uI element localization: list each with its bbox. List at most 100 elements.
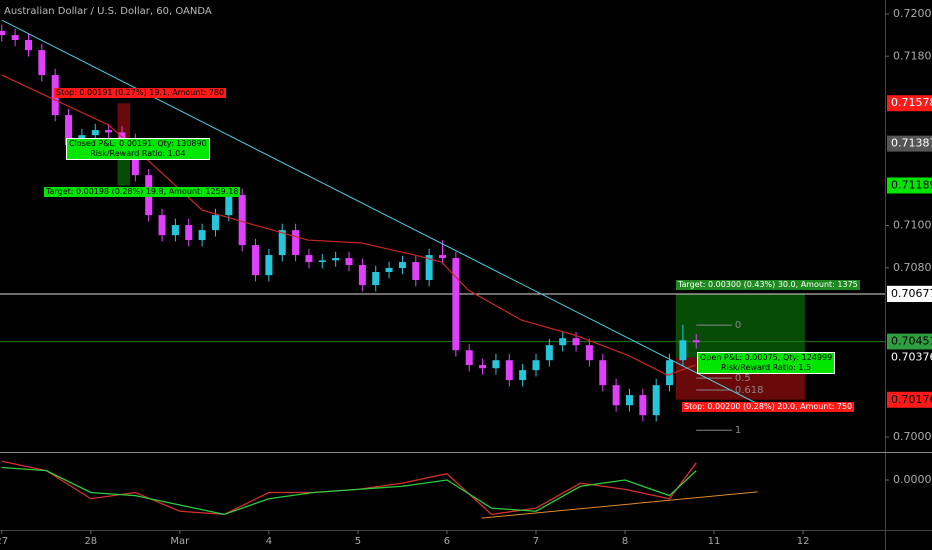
candle-body bbox=[639, 395, 647, 416]
x-tick-label: 4 bbox=[266, 536, 272, 547]
annotation: Closed P&L: 0.00191, Qty: 130890 bbox=[69, 139, 207, 148]
x-tick-label: 8 bbox=[622, 536, 628, 547]
candle-body bbox=[105, 130, 113, 133]
price-label-bg bbox=[887, 177, 932, 194]
candle-body bbox=[91, 130, 99, 136]
price-label-bg bbox=[887, 391, 932, 408]
candle-body bbox=[252, 245, 260, 276]
candle-body bbox=[358, 265, 366, 286]
candle-body bbox=[278, 230, 286, 256]
candle-body bbox=[332, 258, 340, 261]
x-tick-label: 6 bbox=[444, 536, 450, 547]
price-label-bg bbox=[887, 285, 932, 302]
candle-body bbox=[11, 35, 19, 40]
candle-body bbox=[492, 360, 500, 369]
candle-body bbox=[65, 115, 73, 146]
candle-body bbox=[198, 230, 206, 241]
annotation: Stop: 0.00191 (0.27%) 19.1, Amount: 780 bbox=[54, 88, 227, 98]
candle-body bbox=[679, 340, 687, 361]
price-label: 0.71578 bbox=[891, 96, 932, 109]
x-tick-label: 12 bbox=[797, 536, 810, 547]
fib-label: 1 bbox=[735, 425, 741, 436]
candle-body bbox=[452, 258, 460, 351]
chart-title: Australian Dollar / U.S. Dollar, 60, OAN… bbox=[4, 6, 212, 17]
candle-body bbox=[439, 255, 446, 259]
price-label-bg bbox=[887, 349, 932, 366]
candle-body bbox=[171, 225, 179, 236]
price-label-bg bbox=[887, 333, 932, 350]
candle-body bbox=[572, 338, 580, 346]
candle-body bbox=[545, 345, 553, 361]
oscillator-trend-line bbox=[481, 491, 758, 519]
fib-label: 0 bbox=[735, 320, 741, 331]
candle-body bbox=[225, 195, 233, 216]
price-label: 0.71189 bbox=[891, 178, 932, 191]
candle-body bbox=[652, 385, 660, 416]
candle-body bbox=[24, 39, 32, 51]
trend-line bbox=[1, 19, 761, 406]
price-label-bg bbox=[887, 135, 932, 152]
x-tick-label: 11 bbox=[708, 536, 721, 547]
x-tick-label: 5 bbox=[355, 536, 361, 547]
x-tick-label: 28 bbox=[84, 536, 97, 547]
candle-body bbox=[158, 215, 166, 236]
oscillator-line bbox=[1, 460, 697, 516]
candle-body bbox=[398, 262, 406, 268]
annotation-box: Closed P&L: 0.00191, Qty: 130890 Risk/Rew… bbox=[66, 138, 210, 160]
candle-body bbox=[599, 360, 607, 386]
target-zone bbox=[675, 294, 805, 358]
annotation: Risk/Reward Ratio: 1.5 bbox=[721, 363, 812, 372]
price-label: 0.70176 bbox=[891, 393, 932, 406]
candle-body bbox=[666, 360, 674, 386]
candle-body bbox=[211, 215, 219, 231]
candle-body bbox=[318, 260, 326, 263]
annotation: Open P&L: 0.00075, Qty: 124999 bbox=[700, 353, 833, 362]
annotation-box: Open P&L: 0.00075, Qty: 124999 Risk/Rewar… bbox=[697, 352, 836, 374]
fib-label: 0.618 bbox=[735, 385, 764, 396]
candle-body bbox=[519, 370, 527, 381]
candle-body bbox=[265, 255, 273, 276]
x-tick-label: 7 bbox=[533, 536, 539, 547]
candle-body bbox=[479, 365, 487, 369]
price-label: 0.71387 bbox=[891, 137, 932, 150]
candle-body bbox=[625, 395, 633, 406]
candle-body bbox=[185, 225, 193, 241]
candle-body bbox=[238, 195, 246, 246]
candle-body bbox=[345, 258, 353, 266]
candle-body bbox=[305, 255, 313, 263]
candle-body bbox=[38, 50, 46, 76]
candle-body bbox=[612, 385, 620, 406]
candle-body bbox=[532, 360, 540, 371]
candle-body bbox=[292, 230, 300, 256]
moving-average bbox=[1, 74, 696, 376]
price-label: 0.70376 bbox=[891, 350, 932, 363]
candle-body bbox=[372, 272, 380, 286]
candle-body bbox=[385, 267, 393, 273]
annotation: Stop: 0.00200 (0.28%) 20.0, Amount: 750 bbox=[682, 402, 855, 412]
candle-body bbox=[465, 350, 473, 366]
candle-body bbox=[585, 345, 593, 361]
candle-body bbox=[412, 262, 420, 281]
price-label: 0.70451 bbox=[891, 335, 932, 348]
candle-body bbox=[559, 338, 567, 346]
price-label-bg bbox=[887, 95, 932, 112]
candle-body bbox=[0, 30, 6, 36]
y-tick-label: 0.0000 bbox=[893, 473, 932, 486]
candle-body bbox=[692, 340, 700, 343]
fib-label: 0.5 bbox=[735, 373, 751, 384]
annotation: Target: 0.00300 (0.43%) 30.0, Amount: 13… bbox=[676, 280, 860, 290]
annotation: Risk/Reward Ratio: 1.04 bbox=[90, 149, 186, 158]
annotation: Target: 0.00198 (0.28%) 19.8, Amount: 12… bbox=[44, 187, 241, 197]
oscillator-line bbox=[1, 466, 697, 516]
candle-body bbox=[505, 360, 513, 381]
x-tick-label: 27 bbox=[0, 536, 8, 547]
price-label: 0.70677 bbox=[891, 287, 932, 300]
x-tick-label: Mar bbox=[170, 536, 190, 547]
